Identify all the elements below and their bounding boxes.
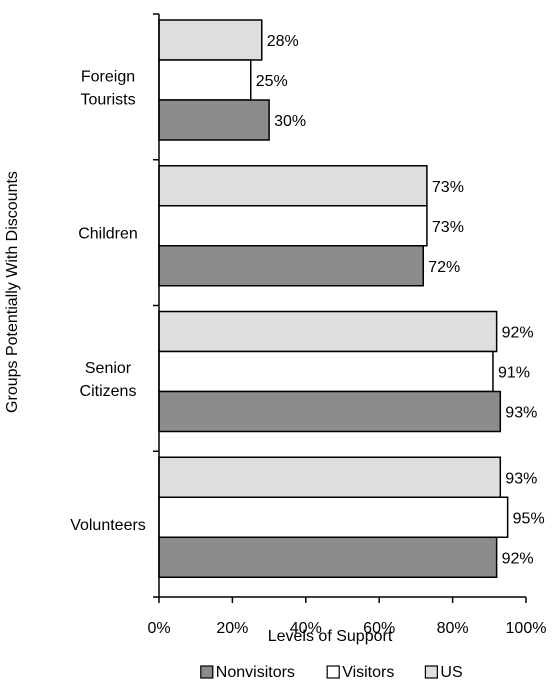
bar-visitors-0 [158, 59, 252, 101]
x-tick-label-5: 100% [506, 620, 547, 637]
legend-item-visitors: Visitors [326, 664, 394, 681]
category-label-1-line-0: Children [78, 226, 138, 243]
axes-layer: 0% 20% 40% 60% 80% 100% [147, 13, 547, 637]
data-label-us-1: 73% [432, 179, 464, 196]
bar-us-1 [158, 165, 428, 207]
bar-nonvisitors-1 [158, 245, 424, 287]
bar-us-2 [158, 310, 498, 353]
bar-nonvisitors-0 [158, 99, 270, 141]
x-tick-label-1: 20% [216, 620, 248, 637]
legend-swatch-us [424, 665, 438, 679]
category-label-3-line-0: Volunteers [70, 517, 146, 534]
legend-item-nonvisitors: Nonvisitors [200, 664, 295, 681]
bar-us-0 [158, 19, 263, 61]
x-axis-title: Levels of Support [268, 628, 393, 645]
x-tick-label-3: 60% [363, 620, 395, 637]
legend-item-us: US [424, 664, 463, 681]
data-label-nonvisitors-3: 92% [502, 550, 534, 567]
legend-label-visitors: Visitors [342, 664, 394, 681]
legend-label-nonvisitors: Nonvisitors [216, 664, 295, 681]
data-label-visitors-2: 91% [498, 365, 530, 382]
data-label-visitors-3: 95% [513, 510, 545, 527]
data-label-visitors-0: 25% [256, 73, 288, 90]
category-label-2-line-1: Citizens [80, 383, 137, 400]
category-labels-layer: Foreign Tourists Children Senior Citizens Vol… [70, 68, 146, 534]
data-label-nonvisitors-0: 30% [274, 113, 306, 130]
x-tick-label-4: 80% [437, 620, 469, 637]
category-label-0-line-1: Tourists [80, 91, 135, 108]
x-tick-label-2: 40% [290, 620, 322, 637]
legend-swatch-nonvisitors [200, 665, 214, 679]
data-label-nonvisitors-1: 72% [428, 259, 460, 276]
bar-visitors-2 [158, 350, 494, 393]
legend-swatch-visitors [326, 665, 340, 679]
x-tick-label-0: 0% [147, 620, 170, 637]
data-label-us-3: 93% [505, 470, 537, 487]
legend-label-us: US [440, 664, 462, 681]
bar-us-3 [158, 456, 502, 498]
bar-nonvisitors-3 [158, 536, 498, 578]
bar-visitors-3 [158, 496, 509, 538]
bars-layer [158, 19, 509, 578]
data-labels-layer: 28% 25% 30% 73% 73% 72% 92% 91% 93% 93% 95% 92% [256, 33, 545, 567]
data-label-visitors-1: 73% [432, 219, 464, 236]
y-axis-title: Groups Potentially With Discounts [4, 171, 21, 413]
data-label-us-2: 92% [502, 325, 534, 342]
data-label-nonvisitors-2: 93% [505, 405, 537, 422]
category-label-0-line-0: Foreign [81, 68, 135, 85]
legend: Nonvisitors Visitors US [200, 664, 463, 681]
category-label-2-line-0: Senior [85, 360, 132, 377]
bar-nonvisitors-2 [158, 390, 502, 433]
bar-visitors-1 [158, 205, 428, 247]
data-label-us-0: 28% [267, 33, 299, 50]
